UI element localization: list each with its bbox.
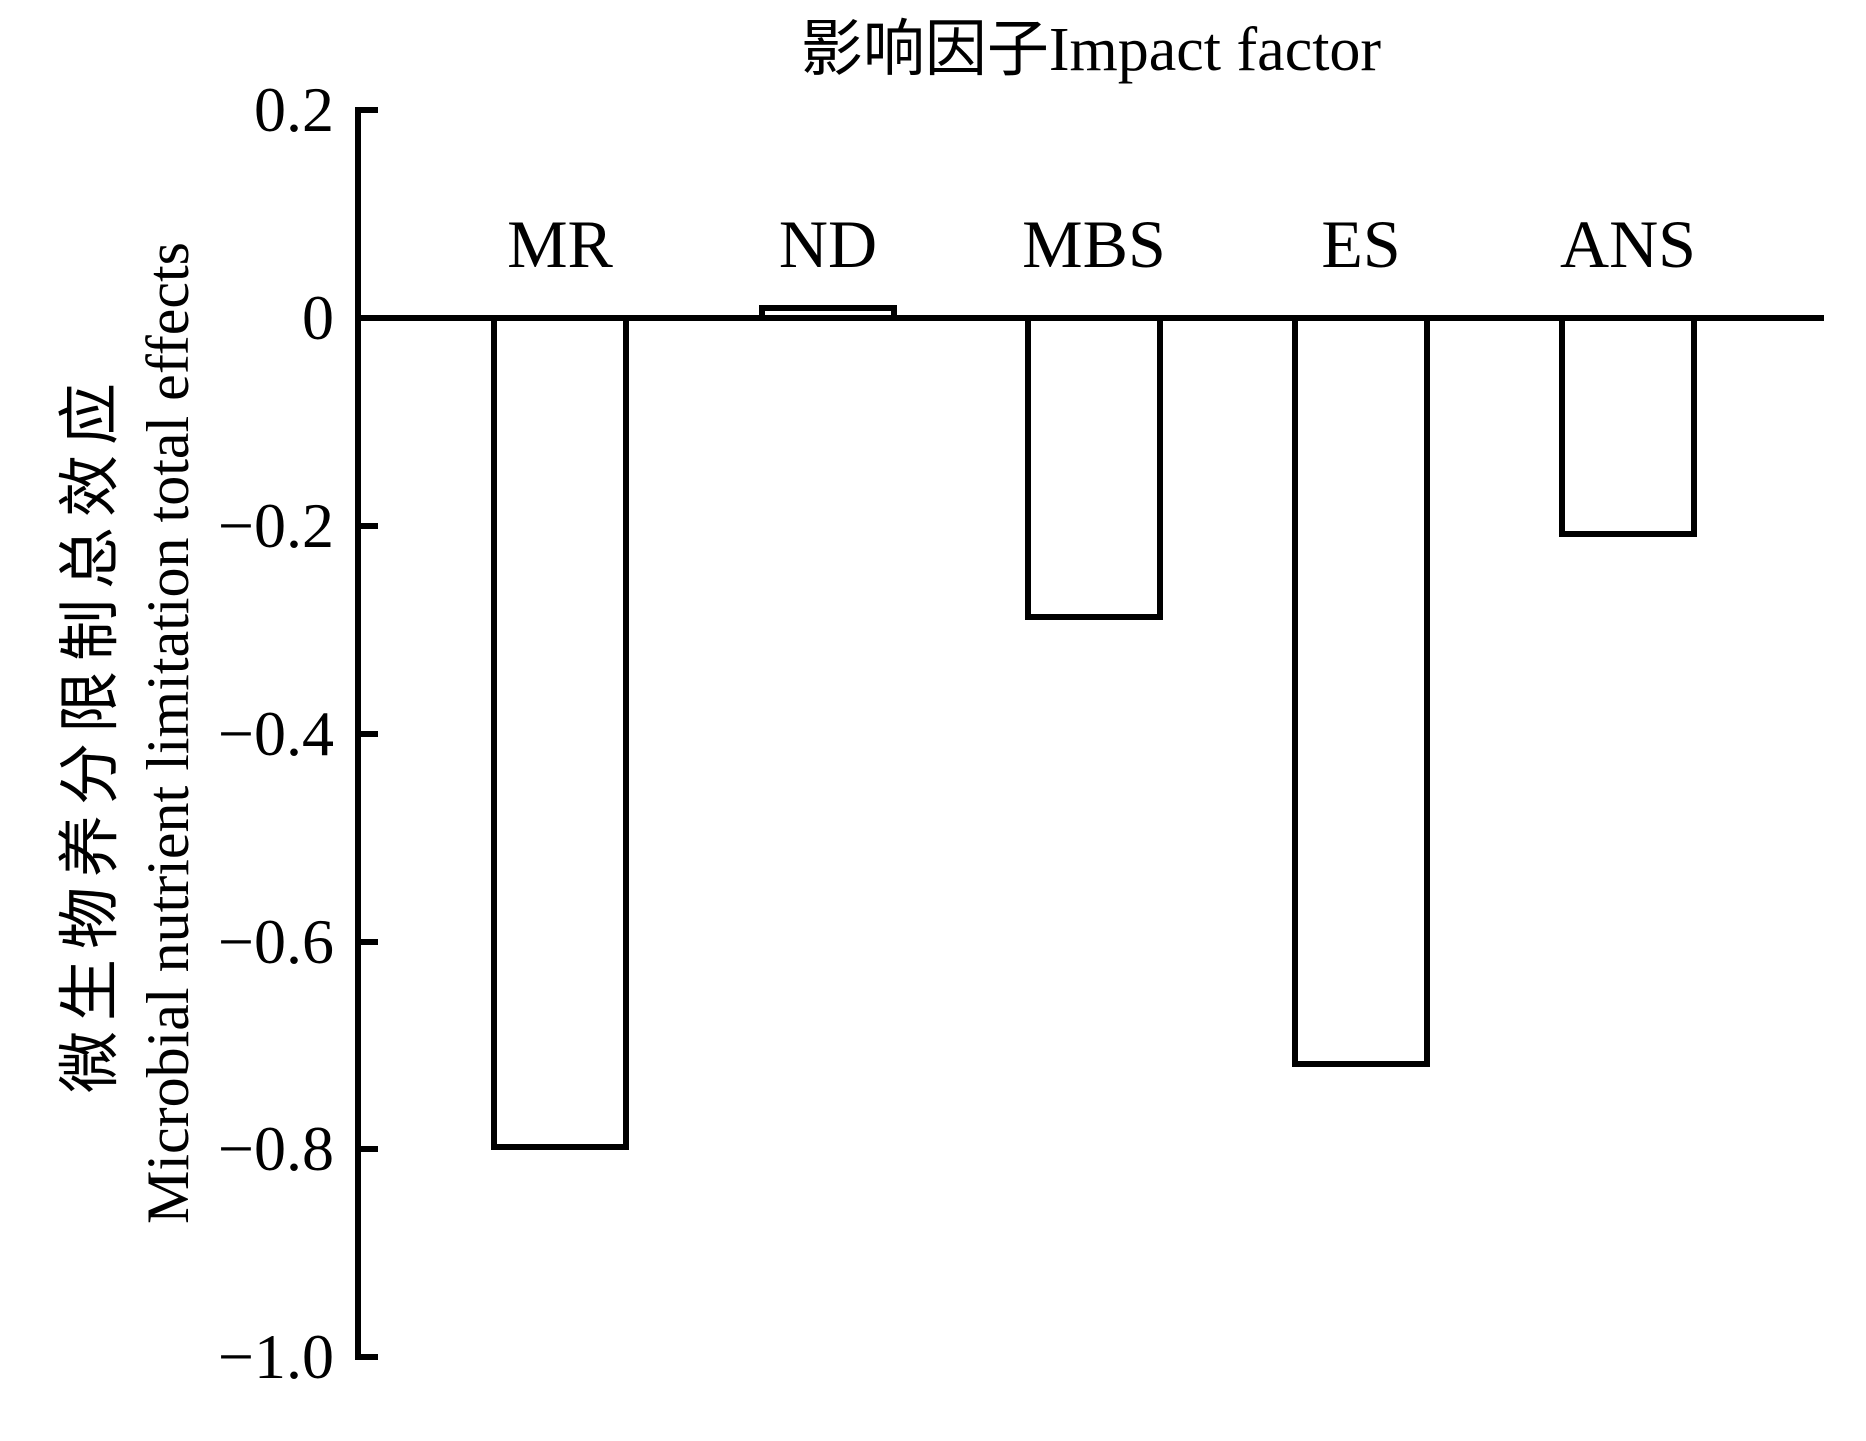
y-axis-tick-label: −0.6 bbox=[217, 905, 334, 977]
category-label-ND: ND bbox=[778, 206, 878, 282]
y-axis-tick bbox=[358, 938, 378, 945]
y-axis-tick-label: −1.0 bbox=[217, 1321, 334, 1393]
y-axis-tick-label: −0.4 bbox=[217, 697, 334, 769]
y-axis-tick-label: −0.8 bbox=[217, 1113, 334, 1185]
y-axis-tick bbox=[358, 1354, 378, 1361]
chart-title: 影响因子Impact factor bbox=[800, 16, 1382, 84]
bar-MR bbox=[491, 315, 629, 1151]
bar-ES bbox=[1292, 315, 1430, 1068]
y-axis-tick-label: −0.2 bbox=[217, 489, 334, 561]
category-label-MR: MR bbox=[507, 206, 613, 282]
y-axis-tick-label: 0.2 bbox=[254, 74, 334, 146]
y-axis-tick bbox=[358, 730, 378, 737]
y-axis-tick bbox=[358, 522, 378, 529]
y-axis-tick bbox=[358, 107, 378, 114]
category-label-ES: ES bbox=[1321, 206, 1401, 282]
category-label-MBS: MBS bbox=[1022, 206, 1166, 282]
bar-ND bbox=[759, 304, 897, 321]
bar-MBS bbox=[1025, 315, 1163, 621]
category-label-ANS: ANS bbox=[1559, 206, 1697, 282]
y-axis-tick-label: 0 bbox=[302, 282, 334, 353]
y-axis-tick bbox=[358, 1146, 378, 1153]
bar-ANS bbox=[1559, 315, 1697, 538]
